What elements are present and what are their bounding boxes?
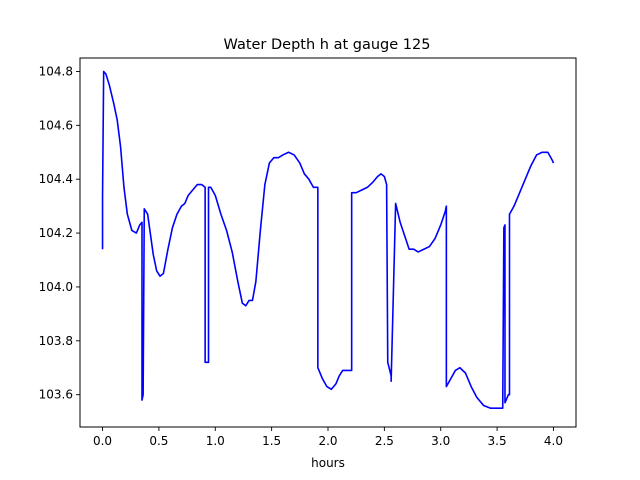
y-tick-label: 103.6 — [39, 388, 73, 402]
x-tick-label: 3.5 — [488, 434, 507, 448]
x-tick-label: 2.5 — [375, 434, 394, 448]
x-axis-ticks: 0.0 0.5 1.0 1.5 2.0 2.5 3.0 3.5 4.0 — [93, 427, 563, 448]
x-tick-label: 0.0 — [93, 434, 112, 448]
y-tick-label: 103.8 — [39, 334, 73, 348]
x-tick-label: 1.0 — [206, 434, 225, 448]
x-tick-label: 4.0 — [544, 434, 563, 448]
series-line — [101, 70, 555, 409]
plot-area — [101, 70, 555, 409]
y-axis-ticks: 103.6 103.8 104.0 104.2 104.4 104.6 104.8 — [39, 64, 80, 402]
x-tick-label: 3.0 — [431, 434, 450, 448]
x-tick-label: 0.5 — [149, 434, 168, 448]
y-tick-label: 104.8 — [39, 64, 73, 78]
y-tick-label: 104.0 — [39, 280, 73, 294]
axes-frame — [79, 57, 577, 428]
x-tick-label: 2.0 — [318, 434, 337, 448]
chart-title: Water Depth h at gauge 125 — [224, 37, 431, 53]
y-tick-label: 104.2 — [39, 226, 73, 240]
x-axis-label: hours — [311, 456, 345, 470]
y-tick-label: 104.6 — [39, 118, 73, 132]
y-tick-label: 104.4 — [39, 172, 73, 186]
x-tick-label: 1.5 — [262, 434, 281, 448]
